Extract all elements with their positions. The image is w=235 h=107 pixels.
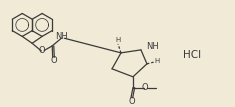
Text: O: O	[128, 97, 135, 106]
Text: O: O	[38, 46, 45, 56]
Text: NH: NH	[146, 42, 159, 51]
Text: O: O	[141, 83, 148, 92]
Text: H: H	[154, 58, 160, 64]
Text: HCl: HCl	[183, 50, 201, 60]
Text: NH: NH	[55, 32, 68, 41]
Text: H: H	[115, 37, 121, 43]
Text: O: O	[50, 56, 57, 65]
